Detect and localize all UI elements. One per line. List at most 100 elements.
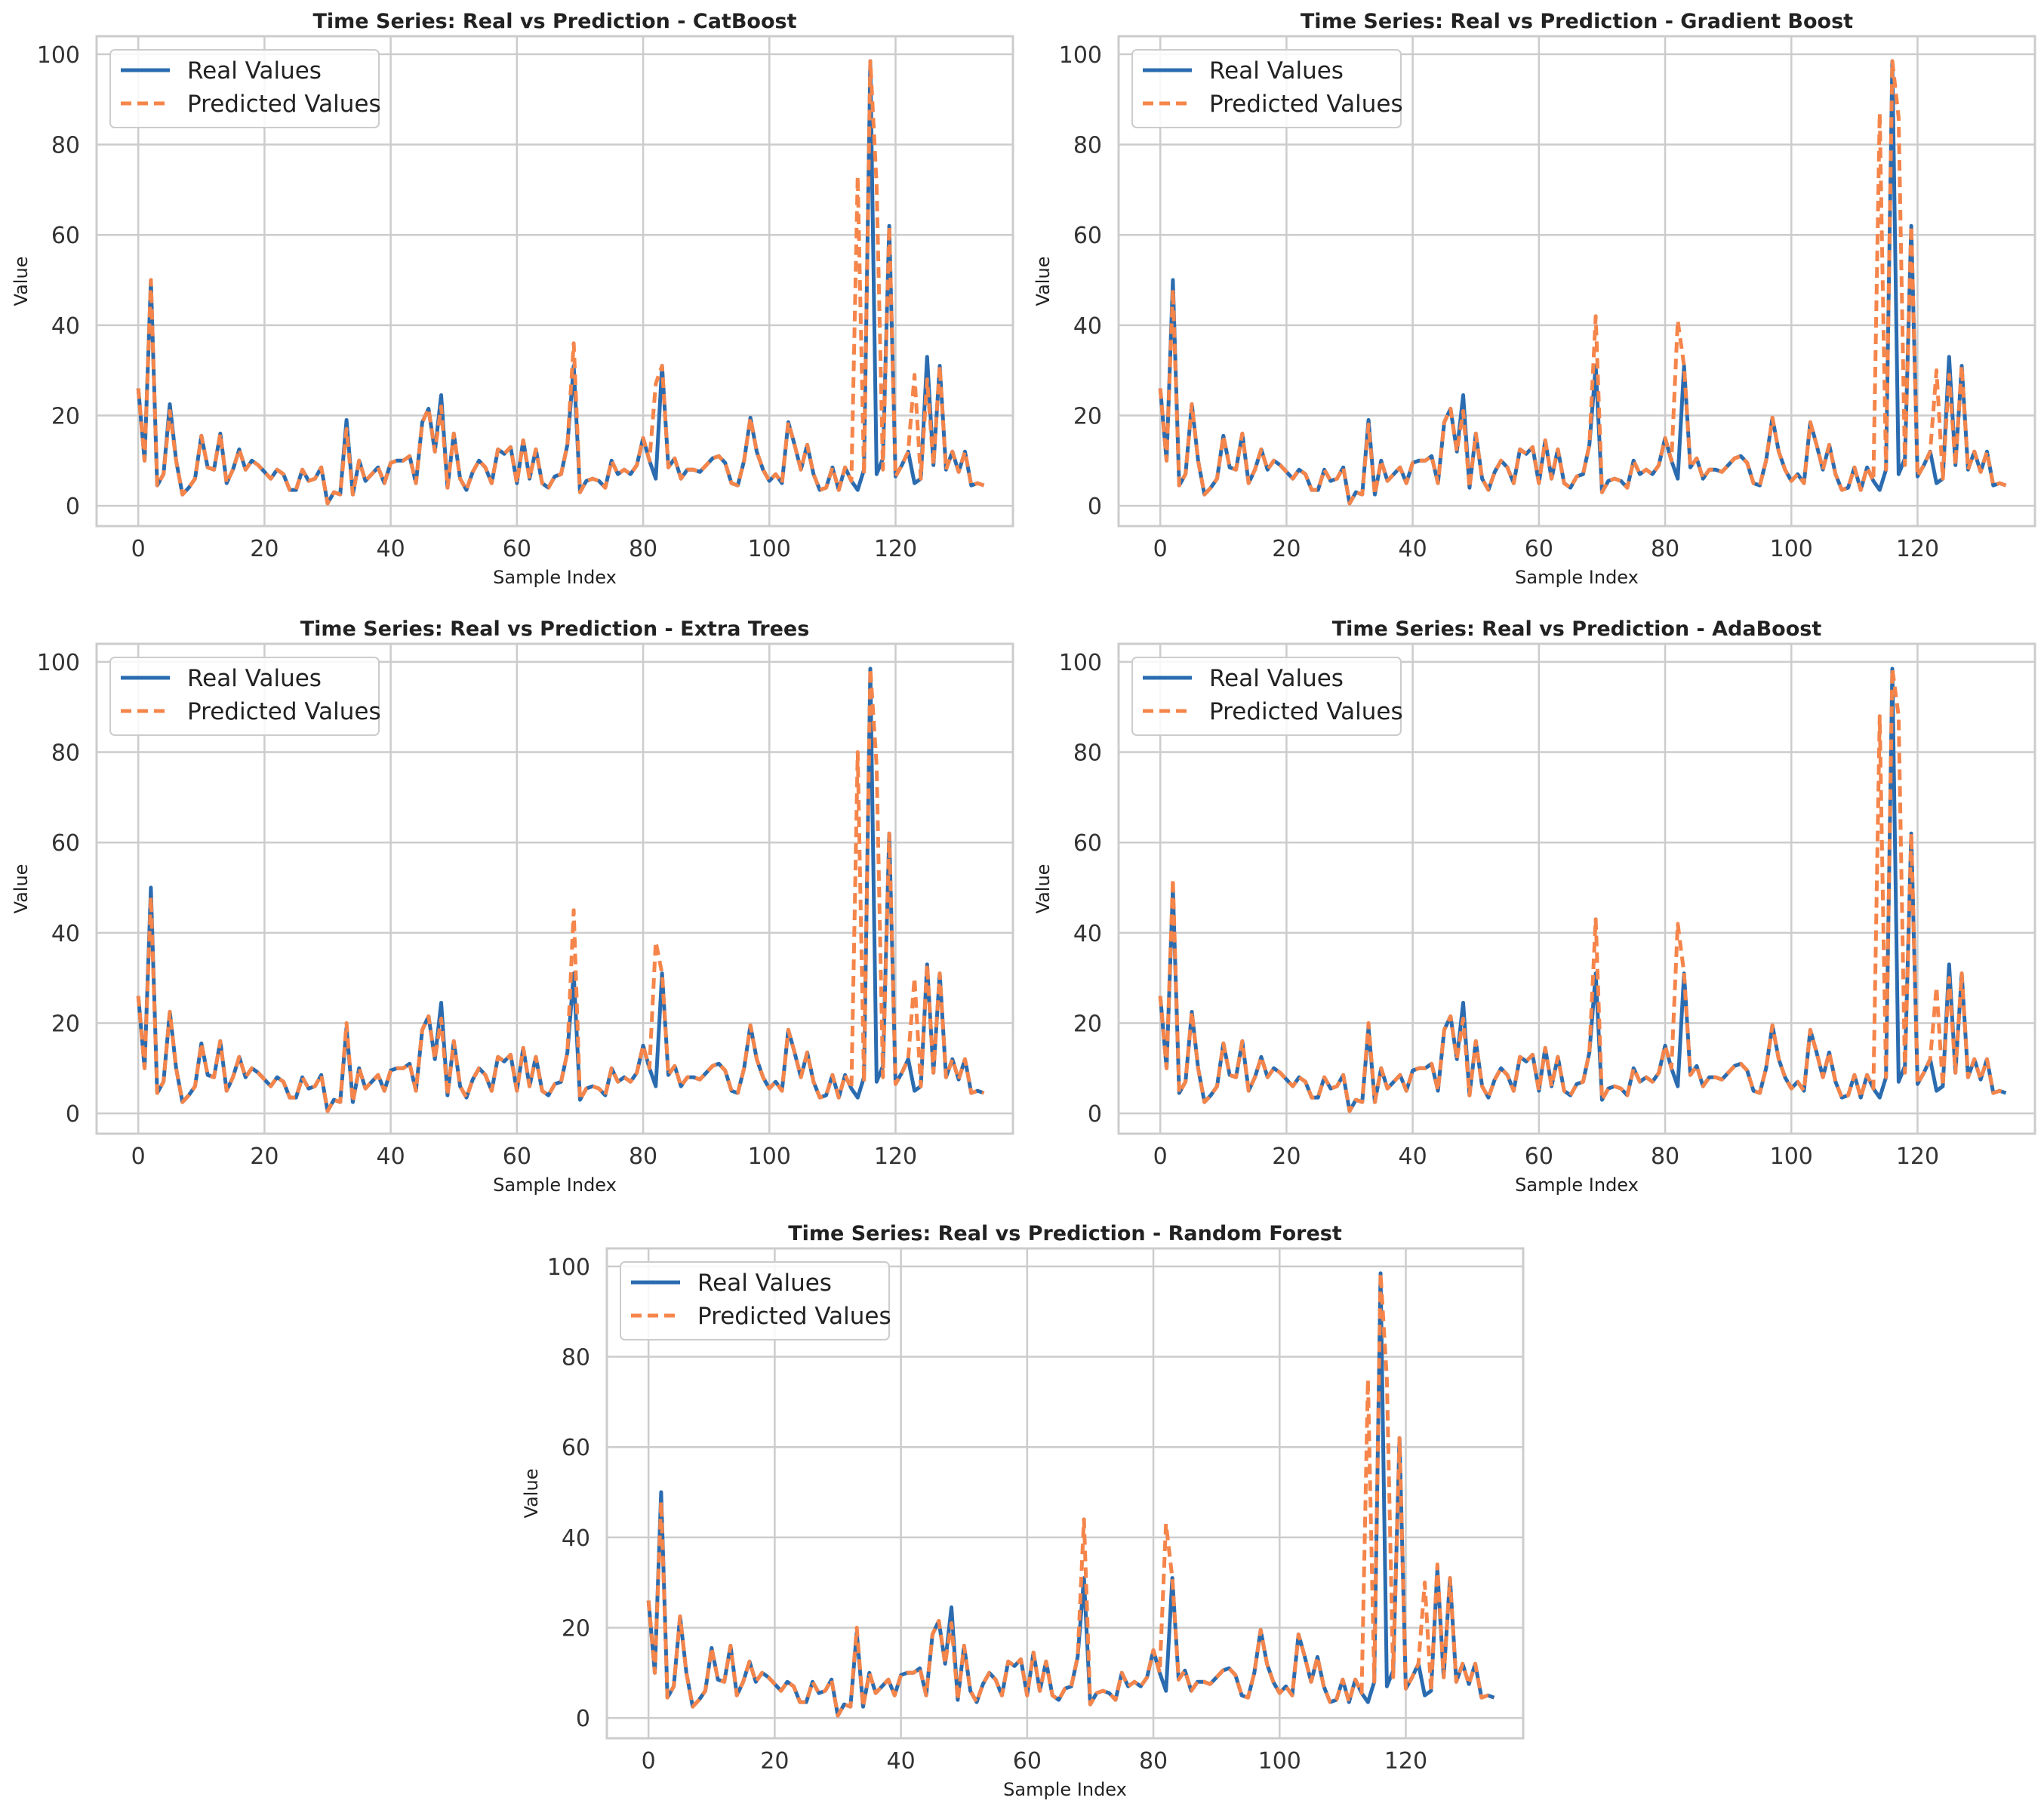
x-tick-label: 80 xyxy=(1139,1748,1168,1774)
chart-panel-random-forest: 0 20 40 60 80 100 120 0 20 40 60 80 100 Time Series: … xyxy=(510,1212,1532,1816)
x-axis-label: Sample Index xyxy=(1003,1779,1127,1800)
series-line-real xyxy=(646,1271,1495,1718)
x-tick-label: 0 xyxy=(1153,1143,1168,1170)
x-tick-label: 80 xyxy=(629,1143,657,1170)
legend-label: Predicted Values xyxy=(187,698,381,725)
x-tick-label: 40 xyxy=(1399,1143,1427,1170)
legend: Real Values Predicted Values xyxy=(1131,657,1403,736)
x-tick-label: 120 xyxy=(1896,1143,1939,1170)
y-tick-label: 20 xyxy=(51,1011,80,1037)
y-tick-label: 40 xyxy=(562,1525,590,1552)
legend-label: Predicted Values xyxy=(1209,91,1403,118)
y-tick-label: 100 xyxy=(1059,42,1102,69)
x-tick-label: 20 xyxy=(250,536,279,562)
x-axis-label: Sample Index xyxy=(493,1174,617,1196)
y-tick-label: 60 xyxy=(51,830,80,857)
plot-frame xyxy=(95,642,1014,1135)
y-tick-label: 0 xyxy=(1088,1101,1102,1128)
x-tick-label: 100 xyxy=(1770,1143,1813,1170)
x-tick-label: 120 xyxy=(874,1143,917,1170)
y-tick-label: 0 xyxy=(66,494,80,520)
y-tick-label: 20 xyxy=(1073,403,1102,429)
x-tick-label: 60 xyxy=(503,536,531,562)
legend: Real Values Predicted Values xyxy=(1131,49,1403,128)
legend-box xyxy=(109,657,380,736)
plot-frame xyxy=(605,1247,1525,1740)
plot-frame xyxy=(1117,642,2036,1135)
x-tick-label: 80 xyxy=(629,536,657,562)
y-tick-label: 60 xyxy=(1073,223,1102,249)
chart-gradient-boost: 0 20 40 60 80 100 120 0 20 40 60 80 100 Time Series: … xyxy=(1033,10,2036,588)
y-tick-label: 100 xyxy=(37,42,80,69)
x-tick-label: 20 xyxy=(250,1143,279,1170)
y-tick-label: 100 xyxy=(547,1254,590,1281)
x-axis-label: Sample Index xyxy=(493,567,617,588)
y-tick-label: 100 xyxy=(1059,650,1102,676)
y-tick-label: 0 xyxy=(1088,494,1102,520)
legend: Real Values Predicted Values xyxy=(109,49,381,128)
y-tick-label: 80 xyxy=(1073,740,1102,767)
y-axis-label: Value xyxy=(11,864,32,914)
legend-box xyxy=(620,1261,890,1340)
x-tick-label: 0 xyxy=(131,1143,146,1170)
y-tick-label: 80 xyxy=(562,1345,590,1371)
chart-panel-gradient-boost: 0 20 40 60 80 100 120 0 20 40 60 80 100 Time Series: … xyxy=(1022,0,2044,604)
x-tick-label: 80 xyxy=(1651,536,1679,562)
legend-label: Predicted Values xyxy=(187,91,381,118)
y-tick-label: 80 xyxy=(51,133,80,159)
chart-title: Time Series: Real vs Prediction - Gradie… xyxy=(1301,10,1853,33)
y-tick-label: 40 xyxy=(51,921,80,947)
x-tick-label: 40 xyxy=(887,1748,916,1774)
x-tick-label: 100 xyxy=(1258,1748,1301,1774)
y-tick-label: 20 xyxy=(51,403,80,429)
x-axis-label: Sample Index xyxy=(1515,567,1639,588)
chart-title: Time Series: Real vs Prediction - AdaBoo… xyxy=(1332,617,1822,641)
chart-catboost: 0 20 40 60 80 100 120 0 20 40 60 80 100 Time Series: … xyxy=(11,10,1014,588)
y-tick-label: 0 xyxy=(66,1101,80,1128)
y-tick-label: 60 xyxy=(51,223,80,249)
y-axis-label: Value xyxy=(521,1469,542,1519)
y-tick-label: 20 xyxy=(1073,1011,1102,1037)
legend-label: Predicted Values xyxy=(697,1303,891,1330)
legend-label: Real Values xyxy=(187,665,322,692)
legend-label: Real Values xyxy=(697,1270,832,1297)
x-tick-label: 20 xyxy=(760,1748,789,1774)
plot-frame xyxy=(95,35,1014,528)
chart-adaboost: 0 20 40 60 80 100 120 0 20 40 60 80 100 Time Series: … xyxy=(1033,617,2036,1196)
y-tick-label: 60 xyxy=(562,1435,590,1461)
y-axis-label: Value xyxy=(11,257,32,306)
legend: Real Values Predicted Values xyxy=(620,1261,891,1340)
legend-label: Real Values xyxy=(187,57,322,85)
legend-label: Real Values xyxy=(1209,665,1344,692)
y-tick-label: 0 xyxy=(576,1706,590,1732)
series-line-predicted xyxy=(1158,666,2007,1113)
y-tick-label: 60 xyxy=(1073,830,1102,857)
y-tick-label: 40 xyxy=(1073,921,1102,947)
x-tick-label: 100 xyxy=(748,536,791,562)
y-tick-label: 40 xyxy=(1073,313,1102,340)
x-tick-label: 20 xyxy=(1272,536,1301,562)
chart-title: Time Series: Real vs Prediction - CatBoo… xyxy=(312,10,796,33)
legend: Real Values Predicted Values xyxy=(109,657,381,736)
x-tick-label: 40 xyxy=(377,536,405,562)
plot-frame xyxy=(1117,35,2036,528)
y-axis-label: Value xyxy=(1033,864,1054,914)
legend-label: Predicted Values xyxy=(1209,698,1403,725)
x-tick-label: 0 xyxy=(642,1748,656,1774)
chart-panel-adaboost: 0 20 40 60 80 100 120 0 20 40 60 80 100 Time Series: … xyxy=(1022,608,2044,1211)
y-tick-label: 100 xyxy=(37,650,80,676)
chart-panel-catboost: 0 20 40 60 80 100 120 0 20 40 60 80 100 Time Series: … xyxy=(0,0,1022,604)
chart-title: Time Series: Real vs Prediction - Random… xyxy=(788,1222,1342,1245)
x-tick-label: 120 xyxy=(874,536,917,562)
series-line-predicted xyxy=(136,59,985,506)
series-line-predicted xyxy=(1158,59,2007,506)
y-tick-label: 20 xyxy=(562,1615,590,1642)
x-tick-label: 0 xyxy=(131,536,146,562)
legend-box xyxy=(109,49,380,128)
x-tick-label: 60 xyxy=(1525,536,1553,562)
x-tick-label: 60 xyxy=(1525,1143,1553,1170)
legend-box xyxy=(1131,657,1402,736)
x-tick-label: 40 xyxy=(377,1143,405,1170)
x-tick-label: 80 xyxy=(1651,1143,1679,1170)
x-tick-label: 60 xyxy=(1013,1748,1042,1774)
